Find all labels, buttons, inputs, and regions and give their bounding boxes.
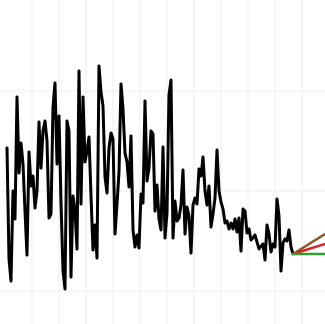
series-line-0 (5, 64, 295, 291)
series-line-2 (291, 242, 325, 256)
series-line-1 (291, 232, 325, 256)
series-group (5, 64, 325, 291)
